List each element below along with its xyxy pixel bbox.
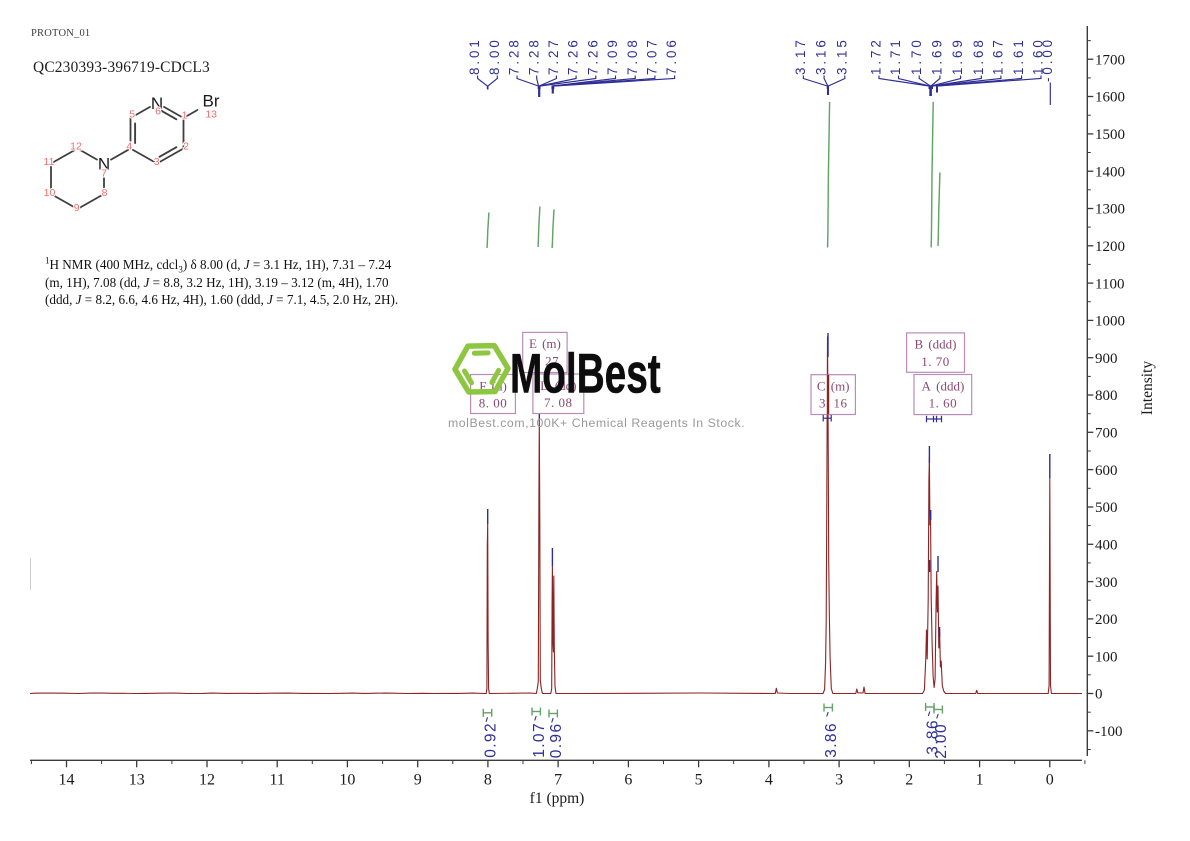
svg-text:0.96: 0.96 bbox=[548, 723, 565, 759]
svg-text:1100: 1100 bbox=[1095, 276, 1124, 292]
svg-text:D (dd): D (dd) bbox=[540, 378, 576, 393]
svg-text:6: 6 bbox=[624, 772, 632, 789]
svg-text:7.09: 7.09 bbox=[605, 37, 620, 75]
svg-text:1.72: 1.72 bbox=[869, 37, 884, 75]
svg-text:10: 10 bbox=[339, 772, 355, 789]
svg-text:Br: Br bbox=[203, 92, 220, 111]
svg-text:8.01: 8.01 bbox=[467, 37, 482, 75]
svg-text:1.69: 1.69 bbox=[930, 37, 945, 75]
svg-text:3.86: 3.86 bbox=[823, 722, 840, 758]
svg-text:1.60: 1.60 bbox=[1031, 37, 1046, 75]
svg-text:1.67: 1.67 bbox=[991, 37, 1006, 75]
svg-text:-0.00: -0.00 bbox=[1040, 37, 1055, 82]
svg-text:N: N bbox=[98, 155, 110, 174]
svg-text:2: 2 bbox=[183, 141, 189, 153]
svg-text:molBest.com,100K+ Chemical Rea: molBest.com,100K+ Chemical Reagents In S… bbox=[448, 416, 745, 430]
svg-text:12: 12 bbox=[199, 772, 215, 789]
svg-text:7.28: 7.28 bbox=[507, 37, 522, 75]
svg-text:1: 1 bbox=[182, 109, 188, 121]
svg-text:0: 0 bbox=[1095, 687, 1103, 703]
svg-text:100: 100 bbox=[1095, 649, 1118, 665]
svg-text:0: 0 bbox=[1046, 772, 1054, 789]
svg-text:8: 8 bbox=[102, 187, 108, 199]
svg-text:3: 3 bbox=[154, 156, 160, 168]
svg-text:7.26: 7.26 bbox=[585, 37, 600, 75]
svg-text:3.16: 3.16 bbox=[814, 37, 829, 75]
svg-text:13: 13 bbox=[205, 109, 217, 121]
svg-text:1500: 1500 bbox=[1095, 127, 1125, 143]
svg-text:5: 5 bbox=[695, 772, 703, 789]
svg-text:7.06: 7.06 bbox=[664, 37, 679, 75]
svg-text:N: N bbox=[151, 94, 163, 113]
svg-text:2.00: 2.00 bbox=[933, 723, 950, 759]
svg-text:600: 600 bbox=[1095, 463, 1118, 479]
svg-text:1.70: 1.70 bbox=[909, 37, 924, 75]
svg-text:0.92: 0.92 bbox=[482, 722, 499, 758]
svg-text:3. 16: 3. 16 bbox=[819, 396, 848, 411]
svg-text:1000: 1000 bbox=[1095, 314, 1125, 330]
svg-text:7: 7 bbox=[101, 167, 107, 179]
svg-text:3.17: 3.17 bbox=[793, 37, 808, 75]
svg-text:200: 200 bbox=[1095, 612, 1118, 628]
svg-text:1.69: 1.69 bbox=[950, 37, 965, 75]
svg-text:6: 6 bbox=[155, 106, 161, 118]
svg-text:9: 9 bbox=[74, 202, 80, 214]
svg-text:5: 5 bbox=[129, 109, 135, 121]
svg-text:1400: 1400 bbox=[1095, 164, 1125, 180]
svg-text:4: 4 bbox=[765, 772, 773, 789]
svg-text:B (ddd): B (ddd) bbox=[914, 337, 956, 352]
svg-text:800: 800 bbox=[1095, 388, 1118, 404]
svg-text:3: 3 bbox=[835, 772, 843, 789]
svg-text:3.86: 3.86 bbox=[925, 719, 942, 755]
svg-text:900: 900 bbox=[1095, 351, 1118, 367]
svg-text:8.00: 8.00 bbox=[487, 37, 502, 75]
svg-text:1300: 1300 bbox=[1095, 202, 1125, 218]
svg-text:7. 08: 7. 08 bbox=[544, 395, 573, 410]
svg-text:A (ddd): A (ddd) bbox=[922, 378, 965, 393]
svg-text:7.26: 7.26 bbox=[566, 37, 581, 75]
svg-text:f1 (ppm): f1 (ppm) bbox=[530, 790, 585, 807]
svg-text:1200: 1200 bbox=[1095, 239, 1125, 255]
svg-text:500: 500 bbox=[1095, 500, 1118, 516]
svg-text:7: 7 bbox=[554, 772, 562, 789]
svg-text:1700: 1700 bbox=[1095, 52, 1125, 68]
svg-text:9: 9 bbox=[414, 772, 422, 789]
svg-text:4: 4 bbox=[126, 141, 132, 153]
svg-text:11: 11 bbox=[44, 156, 55, 168]
svg-text:12: 12 bbox=[70, 141, 82, 153]
svg-text:7.28: 7.28 bbox=[526, 37, 541, 75]
svg-text:1: 1 bbox=[976, 772, 984, 789]
svg-text:14: 14 bbox=[59, 772, 75, 789]
svg-text:8: 8 bbox=[484, 772, 492, 789]
svg-text:1.71: 1.71 bbox=[888, 37, 903, 75]
svg-text:13: 13 bbox=[129, 772, 145, 789]
svg-text:C (m): C (m) bbox=[817, 379, 850, 394]
svg-text:1. 60: 1. 60 bbox=[929, 396, 958, 411]
svg-text:300: 300 bbox=[1095, 575, 1118, 591]
svg-text:1.61: 1.61 bbox=[1011, 37, 1026, 75]
svg-text:400: 400 bbox=[1095, 538, 1118, 554]
svg-text:10: 10 bbox=[44, 187, 56, 199]
svg-text:7. 27: 7. 27 bbox=[531, 353, 560, 368]
svg-text:1600: 1600 bbox=[1095, 90, 1125, 106]
svg-text:E (m): E (m) bbox=[529, 336, 561, 351]
svg-text:1.07: 1.07 bbox=[531, 722, 548, 758]
svg-text:700: 700 bbox=[1095, 426, 1118, 442]
svg-text:3.15: 3.15 bbox=[834, 37, 849, 75]
svg-text:7.08: 7.08 bbox=[625, 37, 640, 75]
svg-text:7.07: 7.07 bbox=[645, 37, 660, 75]
svg-text:7.27: 7.27 bbox=[546, 37, 561, 75]
svg-text:1. 70: 1. 70 bbox=[921, 354, 950, 369]
svg-text:1.68: 1.68 bbox=[971, 37, 986, 75]
svg-text:MolBest: MolBest bbox=[510, 343, 661, 405]
svg-text:11: 11 bbox=[269, 772, 284, 789]
svg-text:Intensity: Intensity bbox=[1139, 361, 1156, 415]
svg-text:8. 00: 8. 00 bbox=[479, 396, 508, 411]
svg-text:-100: -100 bbox=[1095, 724, 1123, 740]
svg-text:2: 2 bbox=[905, 772, 913, 789]
